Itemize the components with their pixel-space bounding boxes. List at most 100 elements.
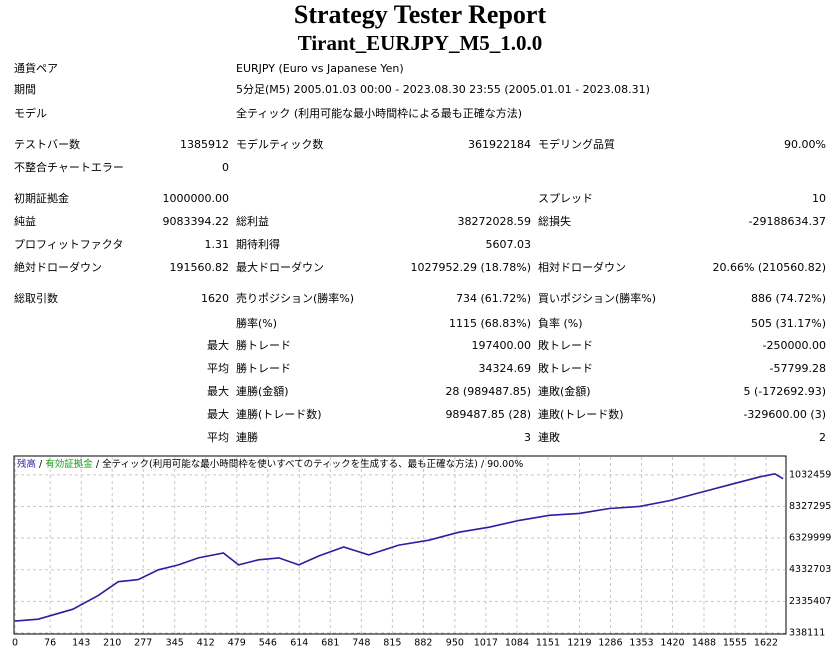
title: Strategy Tester Report: [294, 0, 547, 29]
x-tick-label: 76: [44, 638, 56, 649]
row-value: 9083394.22: [163, 215, 229, 228]
legend-item: /: [39, 459, 43, 470]
y-tick-label: 8327295: [789, 501, 831, 512]
x-tick-label: 412: [197, 638, 215, 649]
x-tick-label: 1084: [505, 638, 529, 649]
row-label: 連勝: [236, 430, 258, 444]
x-tick-label: 681: [321, 638, 339, 649]
row-label: 敗トレード: [538, 338, 593, 352]
row-label: 純益: [14, 214, 36, 228]
legend-item: 90.00%: [487, 459, 523, 470]
row-value: 0: [222, 161, 229, 174]
y-tick-label: 6329999: [789, 533, 831, 544]
info-value: EURJPY (Euro vs Japanese Yen): [236, 62, 404, 75]
row-value: 2: [819, 431, 826, 444]
x-tick-label: 546: [259, 638, 277, 649]
row-value: 38272028.59: [458, 215, 531, 228]
row-value: 505 (31.17%): [751, 317, 826, 330]
row-value: -57799.28: [770, 362, 826, 375]
subtitle: Tirant_EURJPY_M5_1.0.0: [298, 31, 543, 55]
row-value: 1115 (68.83%): [449, 317, 531, 330]
row-value: 886 (74.72%): [751, 292, 826, 305]
info-label: 期間: [14, 83, 36, 96]
row-label: 買いポジション(勝率%): [538, 291, 656, 305]
row-label: 初期証拠金: [14, 191, 69, 205]
row-label: 不整合チャートエラー: [14, 160, 124, 174]
x-tick-label: 479: [228, 638, 246, 649]
row-label: 期待利得: [236, 237, 280, 251]
row-label: 相対ドローダウン: [538, 260, 626, 274]
row-value: 最大: [207, 384, 229, 398]
row-label: 総損失: [538, 214, 571, 228]
x-tick-label: 614: [290, 638, 308, 649]
info-value: 全ティック (利用可能な最小時間枠による最も正確な方法): [236, 106, 522, 120]
info-label: 通貨ペア: [14, 61, 58, 75]
row-value: 191560.82: [170, 261, 230, 274]
x-tick-label: 815: [383, 638, 401, 649]
row-value: 989487.85 (28): [445, 408, 531, 421]
row-label: モデルティック数: [236, 137, 323, 151]
x-tick-label: 1488: [692, 638, 716, 649]
x-tick-label: 1017: [474, 638, 498, 649]
row-value: 3: [524, 431, 531, 444]
x-tick-label: 1286: [598, 638, 622, 649]
row-label: 総利益: [236, 214, 269, 228]
x-tick-label: 0: [12, 638, 18, 649]
legend: 残高 / 有効証拠金 / 全ティック(利用可能な最小時間枠を使いすべてのティック…: [17, 458, 523, 470]
row-value: 197400.00: [472, 339, 532, 352]
y-tick-label: 10324591: [789, 469, 832, 480]
row-label: 連勝(金額): [236, 384, 289, 398]
row-label: 最大ドローダウン: [236, 260, 324, 274]
row-value: 1000000.00: [163, 192, 229, 205]
legend-item: 全ティック(利用可能な最小時間枠を使いすべてのティックを生成する、最も正確な方法…: [102, 458, 478, 470]
x-tick-label: 882: [414, 638, 432, 649]
y-tick-label: 4332703: [789, 564, 831, 575]
row-value: 28 (989487.85): [445, 385, 531, 398]
legend-item: 有効証拠金: [45, 458, 93, 470]
row-label: プロフィットファクタ: [14, 238, 123, 251]
row-label: スプレッド: [538, 192, 593, 205]
row-label: 連敗: [538, 430, 560, 444]
row-label: 連敗(トレード数): [538, 407, 624, 421]
row-value: 平均: [207, 362, 229, 375]
row-value: 5 (-172692.93): [743, 385, 826, 398]
row-label: 売りポジション(勝率%): [236, 291, 354, 305]
row-label: 負率 (%): [538, 316, 583, 330]
row-label: 勝トレード: [236, 361, 291, 375]
legend-item: /: [96, 459, 100, 470]
row-label: 連敗(金額): [538, 384, 591, 398]
row-label: 勝率(%): [236, 316, 277, 330]
row-label: 絶対ドローダウン: [14, 260, 102, 274]
x-tick-label: 345: [166, 638, 184, 649]
row-value: 20.66% (210560.82): [712, 261, 826, 274]
row-label: モデリング品質: [538, 137, 615, 151]
info-label: モデル: [14, 106, 47, 120]
row-value: 最大: [207, 338, 229, 352]
row-value: 1.31: [205, 238, 230, 251]
row-label: 勝トレード: [236, 338, 291, 352]
row-value: 90.00%: [784, 138, 826, 151]
row-value: -329600.00 (3): [743, 408, 826, 421]
x-tick-label: 1151: [536, 638, 560, 649]
row-value: 361922184: [468, 138, 531, 151]
y-tick-label: 2335407: [789, 596, 831, 607]
row-label: 総取引数: [14, 291, 58, 305]
row-label: テストバー数: [14, 138, 80, 151]
row-value: 1027952.29 (18.78%): [410, 261, 531, 274]
x-tick-label: 210: [103, 638, 121, 649]
row-label: 連勝(トレード数): [236, 407, 322, 421]
balance-line: [14, 472, 784, 622]
row-label: 敗トレード: [538, 361, 593, 375]
row-value: 最大: [207, 407, 229, 421]
x-tick-label: 1622: [754, 638, 778, 649]
x-tick-label: 748: [352, 638, 370, 649]
x-tick-label: 950: [446, 638, 464, 649]
row-value: 1385912: [180, 138, 229, 151]
legend-item: 残高: [17, 458, 36, 470]
row-value: 平均: [207, 431, 229, 444]
x-tick-label: 277: [134, 638, 152, 649]
row-value: -29188634.37: [749, 215, 826, 228]
row-value: 1620: [201, 292, 229, 305]
x-tick-label: 1219: [567, 638, 591, 649]
